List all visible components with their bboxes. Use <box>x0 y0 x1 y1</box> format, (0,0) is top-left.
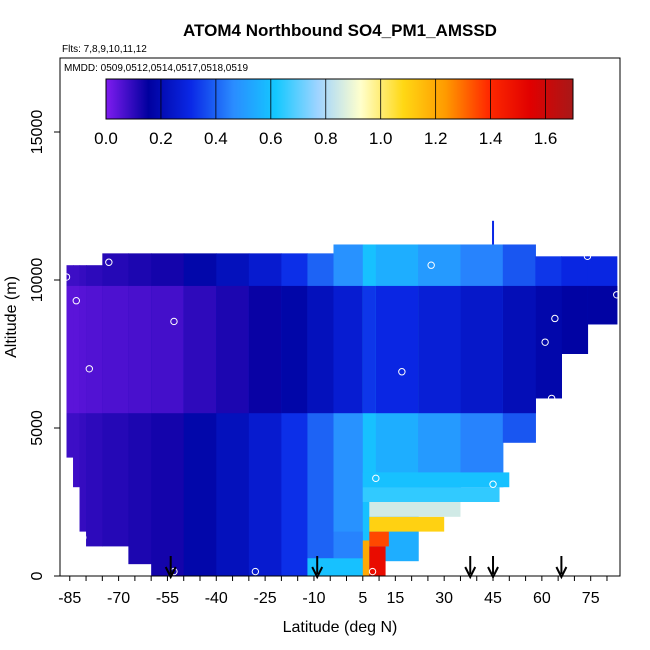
heatmap-cell <box>362 285 377 414</box>
flights-subtitle: Flts: 7,8,9,10,11,12 <box>62 44 147 55</box>
heatmap-cell <box>333 531 363 559</box>
heatmap-cell <box>281 285 309 414</box>
colorbar-tick-label: 0.0 <box>94 129 118 148</box>
colorbar-tick-label: 0.8 <box>314 129 338 148</box>
x-tick-label: -55 <box>156 590 179 607</box>
latitude-arrow <box>164 556 177 580</box>
heatmap-cell <box>86 285 103 414</box>
heatmap-cell <box>128 285 152 414</box>
heatmap-cell <box>369 502 461 517</box>
x-tick-label: 15 <box>386 590 404 607</box>
flight-marker <box>62 273 71 281</box>
heatmap-cell <box>375 285 419 414</box>
y-tick-label: 5000 <box>29 410 46 446</box>
x-tick-label: -10 <box>302 590 325 607</box>
heatmap-cell <box>369 531 389 547</box>
x-axis-label: Latitude (deg N) <box>283 619 398 636</box>
flight-marker <box>170 317 178 326</box>
latitude-arrow <box>487 556 499 580</box>
colorbar-ramp <box>105 78 574 120</box>
colorbar-tick-label: 1.2 <box>424 129 448 148</box>
flight-marker <box>251 567 260 576</box>
flight-marker <box>547 394 556 403</box>
y-tick-label: 15000 <box>29 110 46 155</box>
flight-marker <box>551 314 559 323</box>
x-tick-label: 60 <box>533 590 551 607</box>
dates-subtitle: MMDD: 0509,0512,0514,0517,0518,0519 <box>64 63 248 74</box>
x-tick-label: -40 <box>205 590 228 607</box>
flight-marker <box>105 258 113 266</box>
x-tick-label: 30 <box>435 590 453 607</box>
flight-track-markers <box>62 252 621 576</box>
heatmap-cell <box>183 285 217 414</box>
colorbar-tick-label: 0.4 <box>204 129 228 148</box>
latitude-arrows <box>164 556 568 580</box>
heatmap-cell <box>333 285 364 414</box>
colorbar-tick-label: 0.6 <box>259 129 283 148</box>
colorbar-ticks: 0.0 0.2 0.4 0.6 0.8 1.0 1.2 1.4 1.6 <box>94 79 557 148</box>
flight-marker <box>541 338 549 346</box>
heatmap-cell <box>307 285 335 414</box>
flight-marker <box>398 368 406 376</box>
chart-title: ATOM4 Northbound SO4_PM1_AMSSD <box>183 21 497 40</box>
heatmap-cell <box>307 558 363 576</box>
latitude-arrow <box>464 556 477 580</box>
heatmap-cell <box>502 285 536 414</box>
flight-marker <box>427 261 435 269</box>
heatmap-cell <box>102 285 129 414</box>
heatmap-cell <box>362 487 500 502</box>
latitude-arrow <box>311 556 324 580</box>
flight-marker <box>368 567 377 576</box>
heatmap-cell <box>418 285 462 414</box>
latitude-arrow <box>555 556 568 580</box>
heatmap-cell <box>79 285 87 414</box>
y-axis-label: Altitude (m) <box>3 276 20 358</box>
x-tick-label: 75 <box>582 590 600 607</box>
heatmap-cell <box>369 546 386 576</box>
heatmap-cell <box>587 285 618 325</box>
flight-marker <box>583 252 592 261</box>
heatmap-cell <box>492 220 495 245</box>
heatmap-field <box>66 220 618 577</box>
colorbar-tick-label: 1.0 <box>369 129 393 148</box>
x-tick-label: -70 <box>107 590 130 607</box>
flight-marker <box>489 480 497 488</box>
x-tick-label: 5 <box>358 590 367 607</box>
plot-frame <box>59 57 621 577</box>
heatmap-cell <box>561 285 589 354</box>
x-axis: -85 -70 -55 -40 -25 -10 5 15 30 45 60 75 <box>58 576 608 607</box>
y-tick-label: 0 <box>29 571 46 580</box>
x-tick-label: 45 <box>484 590 502 607</box>
heatmap-cell <box>248 285 282 414</box>
flight-marker <box>79 533 87 542</box>
y-tick-label: 10000 <box>29 258 46 303</box>
colorbar-tick-label: 1.4 <box>479 129 503 148</box>
heatmap-cell <box>66 285 74 414</box>
flight-marker <box>372 474 380 483</box>
heatmap-cell <box>151 285 185 414</box>
flight-marker <box>72 297 80 305</box>
heatmap-cell <box>369 516 445 532</box>
colorbar-tick-label: 1.6 <box>534 129 558 148</box>
heatmap-cell <box>216 285 250 414</box>
heatmap-cell <box>460 285 504 414</box>
y-axis: 0 5000 10000 15000 <box>29 110 60 580</box>
x-tick-label: -25 <box>254 590 277 607</box>
colorbar: 0.0 0.2 0.4 0.6 0.8 1.0 1.2 1.4 1.6 <box>94 78 574 148</box>
x-tick-label: -85 <box>58 590 81 607</box>
colorbar-tick-label: 0.2 <box>149 129 173 148</box>
heatmap-cell <box>362 540 370 576</box>
heatmap-cell <box>362 472 510 488</box>
heatmap-cell <box>73 285 81 414</box>
flight-marker <box>85 365 94 373</box>
